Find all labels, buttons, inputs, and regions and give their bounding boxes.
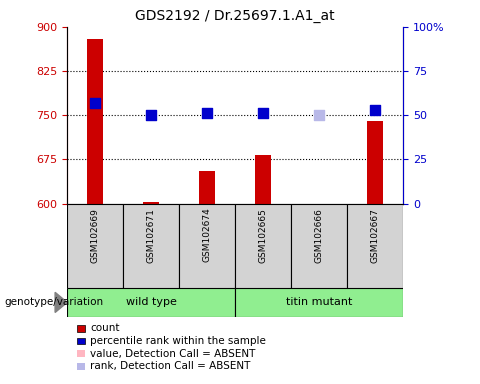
Text: count: count (90, 323, 120, 333)
Text: rank, Detection Call = ABSENT: rank, Detection Call = ABSENT (90, 361, 251, 371)
Bar (235, 204, 291, 288)
Bar (235, 288, 403, 317)
Text: GSM102671: GSM102671 (147, 208, 156, 263)
Text: percentile rank within the sample: percentile rank within the sample (90, 336, 266, 346)
Text: wild type: wild type (126, 297, 177, 308)
Text: GSM102667: GSM102667 (371, 208, 380, 263)
Bar (87, 39, 103, 204)
Bar (123, 204, 179, 288)
Title: GDS2192 / Dr.25697.1.A1_at: GDS2192 / Dr.25697.1.A1_at (135, 9, 335, 23)
Bar (199, 171, 215, 204)
Point (315, 112, 323, 118)
Polygon shape (55, 292, 67, 313)
Text: titin mutant: titin mutant (286, 297, 352, 308)
Text: GSM102674: GSM102674 (203, 208, 212, 263)
Text: genotype/variation: genotype/variation (5, 297, 104, 308)
Bar (67, 288, 235, 317)
Bar (179, 204, 235, 288)
Bar (367, 121, 383, 204)
Text: GSM102669: GSM102669 (91, 208, 100, 263)
Point (372, 107, 379, 113)
Point (259, 110, 267, 116)
Point (204, 110, 211, 116)
Bar (347, 204, 403, 288)
Bar (67, 204, 123, 288)
Bar (255, 155, 271, 204)
Text: GSM102666: GSM102666 (315, 208, 324, 263)
Bar (291, 204, 347, 288)
Point (147, 112, 155, 118)
Point (91, 100, 99, 106)
Text: value, Detection Call = ABSENT: value, Detection Call = ABSENT (90, 349, 256, 359)
Text: GSM102665: GSM102665 (259, 208, 268, 263)
Bar (144, 202, 159, 204)
